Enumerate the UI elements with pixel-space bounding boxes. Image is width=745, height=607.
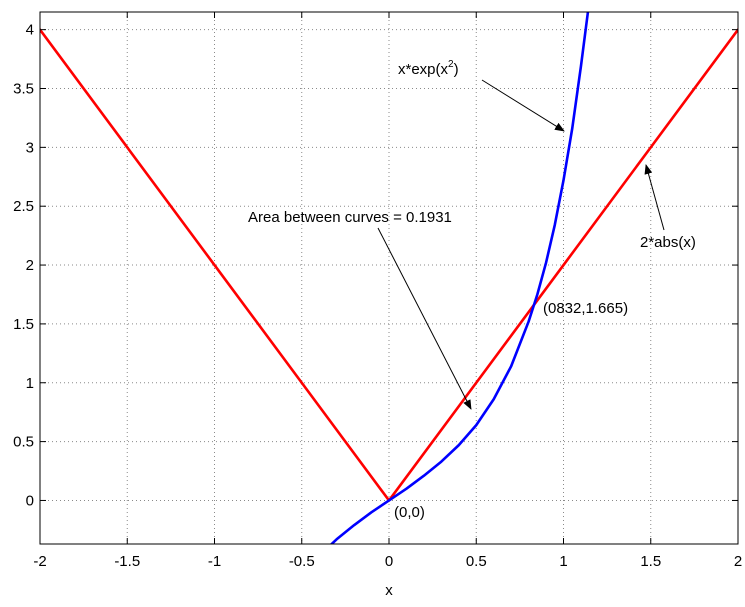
annotation-abs-label: 2*abs(x) — [640, 234, 696, 251]
x-tick-label: -2 — [33, 553, 46, 570]
series-line-blue — [329, 12, 590, 544]
grid-lines — [40, 12, 738, 544]
y-tick-label: 0 — [26, 492, 34, 509]
annotation-xexp-label: x*exp(x2) — [398, 59, 459, 78]
origin-label: (0,0) — [394, 504, 425, 521]
annotation-xexp-superscript: 2 — [448, 59, 454, 70]
x-tick-label: -0.5 — [289, 553, 315, 570]
x-tick-label: 0.5 — [466, 553, 487, 570]
x-tick-label: -1 — [208, 553, 221, 570]
annotation-xexp-arrow — [481, 79, 565, 132]
ticks-layer: -2 -1.5 -1 -0.5 0 0.5 1 1.5 2 0 0.5 1 1.5 2 2.5 3 3.5 4 — [13, 12, 742, 570]
y-tick-label: 4 — [26, 22, 34, 39]
y-tick-label: 3 — [26, 139, 34, 156]
y-tick-label: 1.5 — [13, 316, 34, 333]
x-tick-label: 1 — [559, 553, 567, 570]
x-axis-label: x — [385, 582, 393, 599]
intersection-label: (0832,1.665) — [543, 300, 628, 317]
series-layer — [40, 12, 738, 544]
y-tick-label: 3.5 — [13, 81, 34, 98]
x-tick-label: 0 — [385, 553, 393, 570]
y-tick-label: 2 — [26, 257, 34, 274]
annotation-xexp-suffix: ) — [454, 61, 459, 78]
annotation-xexp-text: x*exp(x — [398, 61, 449, 78]
annotation-area-label: Area between curves = 0.1931 — [248, 209, 452, 226]
x-tick-label: 2 — [734, 553, 742, 570]
y-tick-label: 0.5 — [13, 434, 34, 451]
y-tick-label: 2.5 — [13, 198, 34, 215]
x-tick-label: 1.5 — [640, 553, 661, 570]
x-tick-label: -1.5 — [114, 553, 140, 570]
annotation-area-arrow — [377, 227, 472, 410]
annotation-abs-arrow — [644, 164, 665, 231]
y-tick-label: 1 — [26, 375, 34, 392]
